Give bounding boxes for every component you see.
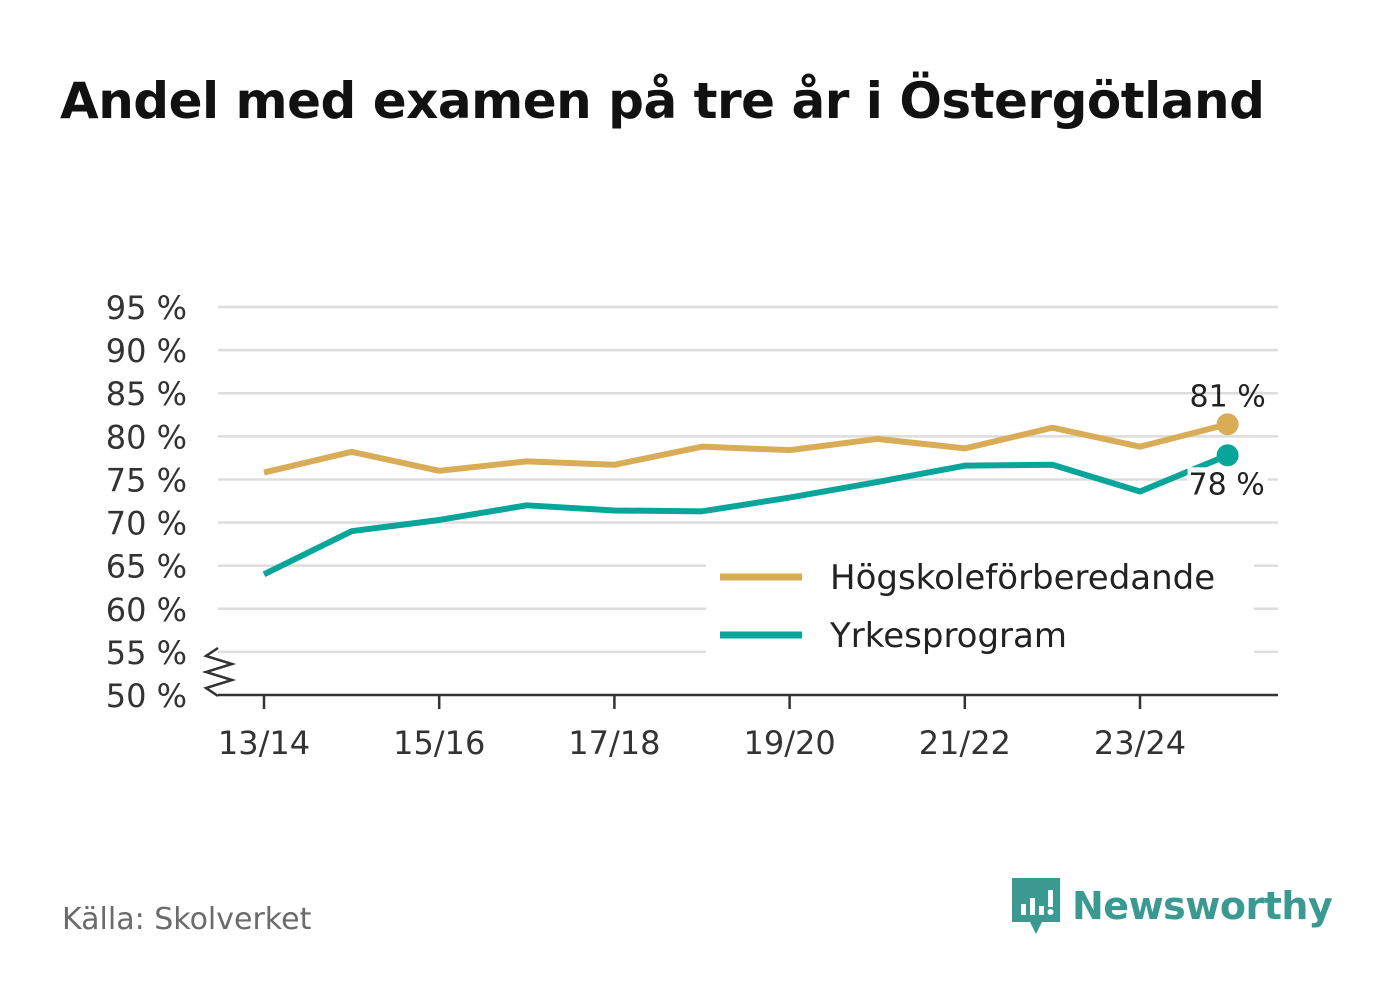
source-note: Källa: Skolverket (62, 902, 312, 937)
y-tick-label: 90 % (106, 332, 187, 370)
series-lines: 81 % 78 % (262, 379, 1268, 577)
series-end-marker (1216, 413, 1239, 436)
x-axis: 13/14 15/16 17/18 19/20 21/22 23/24 (201, 646, 1278, 762)
legend-label: Yrkesprogram (829, 616, 1067, 656)
brand-logo[interactable]: Newsworthy (1010, 876, 1333, 936)
end-label-bg (1187, 467, 1268, 502)
end-label-hogskole: 81 % (1189, 379, 1265, 414)
y-axis-ticks: 50 % 55 % 60 % 65 % 70 % 75 % 80 % 85 % 90 % 95 % (106, 289, 187, 715)
y-tick-label: 55 % (106, 634, 187, 672)
x-tick-label: 17/18 (568, 724, 660, 762)
legend[interactable]: Högskoleförberedande Yrkesprogram (706, 548, 1254, 656)
y-tick-label: 75 % (106, 461, 187, 499)
end-label-yrkes: 78 % (1188, 467, 1264, 502)
y-tick-label: 70 % (106, 505, 187, 543)
x-tick-label: 19/20 (743, 724, 835, 762)
y-tick-label: 50 % (106, 677, 187, 715)
series-end-marker (1216, 444, 1239, 467)
y-tick-label: 65 % (106, 548, 187, 586)
series-line-hogskole (263, 421, 1229, 476)
x-tick-label: 23/24 (1094, 724, 1186, 762)
brand-name: Newsworthy (1072, 884, 1333, 928)
x-tick-label: 21/22 (919, 724, 1011, 762)
x-tick-label: 15/16 (393, 724, 485, 762)
series-line-yrkes (262, 452, 1229, 577)
y-tick-label: 85 % (106, 375, 187, 413)
y-tick-label: 60 % (106, 591, 187, 629)
newsworthy-logo-icon (1012, 878, 1060, 934)
x-tick-label: 13/14 (218, 724, 310, 762)
y-tick-label: 80 % (106, 418, 187, 456)
legend-label: Högskoleförberedande (830, 558, 1215, 598)
chart-title: Andel med examen på tre år i Östergötlan… (60, 72, 1265, 130)
y-axis-break-icon (201, 646, 237, 698)
y-tick-label: 95 % (106, 289, 187, 327)
